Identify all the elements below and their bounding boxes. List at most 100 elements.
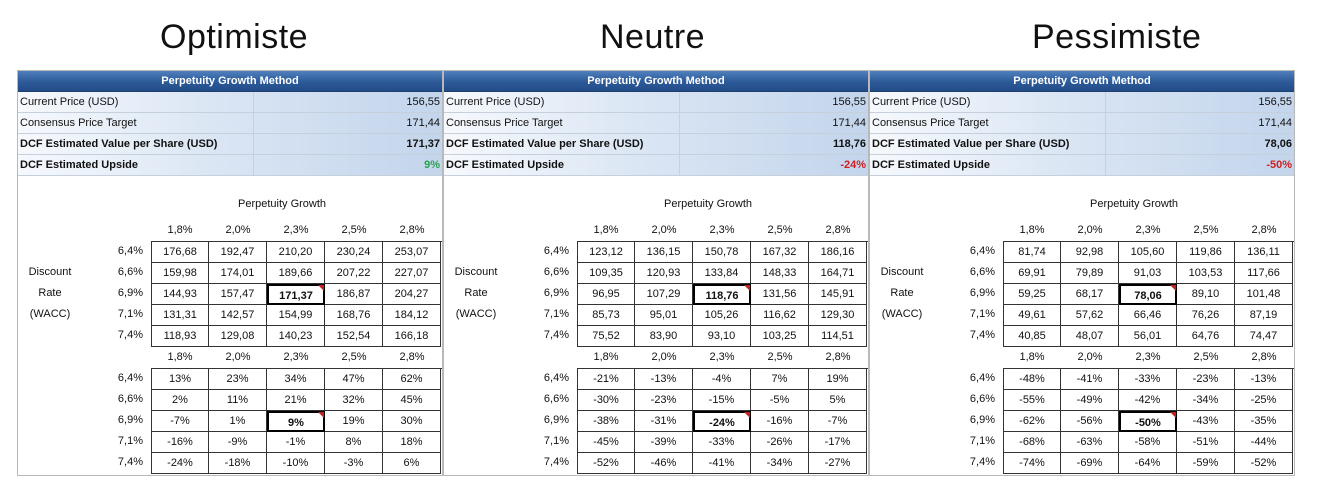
table-cell: -42% [1119,390,1177,411]
table-cell: -4% [693,369,751,390]
table-cell: 75,52 [577,326,635,347]
wacc-rate-label: 7,4% [543,329,569,341]
wacc-rate-label: 6,6% [969,266,995,278]
wacc-rate-label: 6,6% [117,393,143,405]
table-cell: -49% [1061,390,1119,411]
growth-rate-label: 1,8% [593,351,619,363]
table-cell: -16% [751,411,809,432]
summary-row: DCF Estimated Upside -24% [444,155,868,176]
table-cell: 59,25 [1003,284,1061,305]
summary-row: Consensus Price Target 171,44 [18,113,442,134]
upside-sensitivity-grid: -48% -41% -33% -23% -13% -55% -49% -42% -34% -25%… [1003,368,1294,474]
growth-rate-label: 2,0% [225,351,251,363]
table-cell: 136,15 [635,242,693,263]
table-cell: 186,87 [325,284,383,305]
growth-rate-label: 1,8% [593,224,619,236]
growth-rate-label: 2,8% [825,224,851,236]
table-cell: 176,68 [151,242,209,263]
growth-rate-label: 2,3% [283,224,309,236]
table-cell: -59% [1177,453,1235,474]
dcf-panel: Perpetuity Growth Method Current Price (U… [869,70,1295,476]
table-cell: -50% [1119,411,1177,432]
table-cell: -41% [693,453,751,474]
table-cell: 11% [209,390,267,411]
table-cell: -69% [1061,453,1119,474]
table-cell: -18% [209,453,267,474]
summary-value: 171,44 [1258,117,1292,129]
table-cell: 154,99 [267,305,325,326]
summary-value: 156,55 [832,96,866,108]
table-cell: -31% [635,411,693,432]
wacc-rate-label: 7,4% [969,456,995,468]
growth-rate-label: 2,5% [341,351,367,363]
table-cell: -34% [1177,390,1235,411]
table-cell: 210,20 [267,242,325,263]
table-cell: -43% [1177,411,1235,432]
table-cell: 8% [325,432,383,453]
table-cell: 78,06 [1119,284,1177,305]
growth-axis-title: Perpetuity Growth [1090,198,1179,210]
table-cell: 62% [383,369,441,390]
table-cell: 103,25 [751,326,809,347]
table-cell: 204,27 [383,284,441,305]
table-cell: 227,07 [383,263,441,284]
table-cell: -48% [1003,369,1061,390]
growth-rate-label: 2,3% [709,351,735,363]
table-cell: -74% [1003,453,1061,474]
table-cell: 68,17 [1061,284,1119,305]
table-cell: 207,22 [325,263,383,284]
table-cell: 114,51 [809,326,867,347]
sensitivity-area: Perpetuity Growth 1,8% 2,0% 2,3% 2,5% 2,8% 6,4… [870,187,1294,475]
scenario-title: Pessimiste [1032,18,1202,56]
table-cell: -45% [577,432,635,453]
table-cell: 157,47 [209,284,267,305]
table-cell: 19% [325,411,383,432]
wacc-rate-label: 6,4% [117,372,143,384]
summary-value: -24% [840,159,866,171]
table-cell: 164,71 [809,263,867,284]
wacc-rate-label: 7,1% [543,308,569,320]
summary-row: Consensus Price Target 171,44 [444,113,868,134]
table-cell: 40,85 [1003,326,1061,347]
growth-rate-label: 2,8% [399,351,425,363]
table-cell: 76,26 [1177,305,1235,326]
table-cell: -26% [751,432,809,453]
wacc-rate-label: 6,9% [543,287,569,299]
growth-axis-title: Perpetuity Growth [238,198,327,210]
summary-value: -50% [1266,159,1292,171]
wacc-rate-label: 7,1% [117,308,143,320]
table-cell: -17% [809,432,867,453]
table-cell: -55% [1003,390,1061,411]
summary-label: Current Price (USD) [20,96,119,108]
table-cell: 23% [209,369,267,390]
wacc-axis-label: Rate [890,287,914,299]
table-cell: 174,01 [209,263,267,284]
table-cell: 184,12 [383,305,441,326]
wacc-rate-label: 6,9% [117,414,143,426]
summary-row: DCF Estimated Value per Share (USD) 171,3… [18,134,442,155]
wacc-rate-label: 7,4% [969,329,995,341]
table-cell: 148,33 [751,263,809,284]
table-cell: 120,93 [635,263,693,284]
table-cell: 117,66 [1235,263,1293,284]
growth-rate-label: 2,5% [341,224,367,236]
table-cell: -7% [809,411,867,432]
wacc-rate-label: 7,4% [117,456,143,468]
growth-rate-label: 2,8% [399,224,425,236]
table-cell: 6% [383,453,441,474]
column-divider [1105,92,1106,112]
table-cell: 140,23 [267,326,325,347]
table-cell: 18% [383,432,441,453]
sensitivity-area: Perpetuity Growth 1,8% 2,0% 2,3% 2,5% 2,8% 6,4… [444,187,868,475]
table-cell: 92,98 [1061,242,1119,263]
table-cell: -25% [1235,390,1293,411]
table-cell: 96,95 [577,284,635,305]
summary-label: Consensus Price Target [446,117,563,129]
dcf-panel: Perpetuity Growth Method Current Price (U… [443,70,869,476]
table-cell: -1% [267,432,325,453]
table-cell: 1% [209,411,267,432]
growth-rate-label: 2,5% [767,224,793,236]
method-header: Perpetuity Growth Method [444,71,868,92]
wacc-rate-label: 6,6% [543,266,569,278]
table-cell: 145,91 [809,284,867,305]
